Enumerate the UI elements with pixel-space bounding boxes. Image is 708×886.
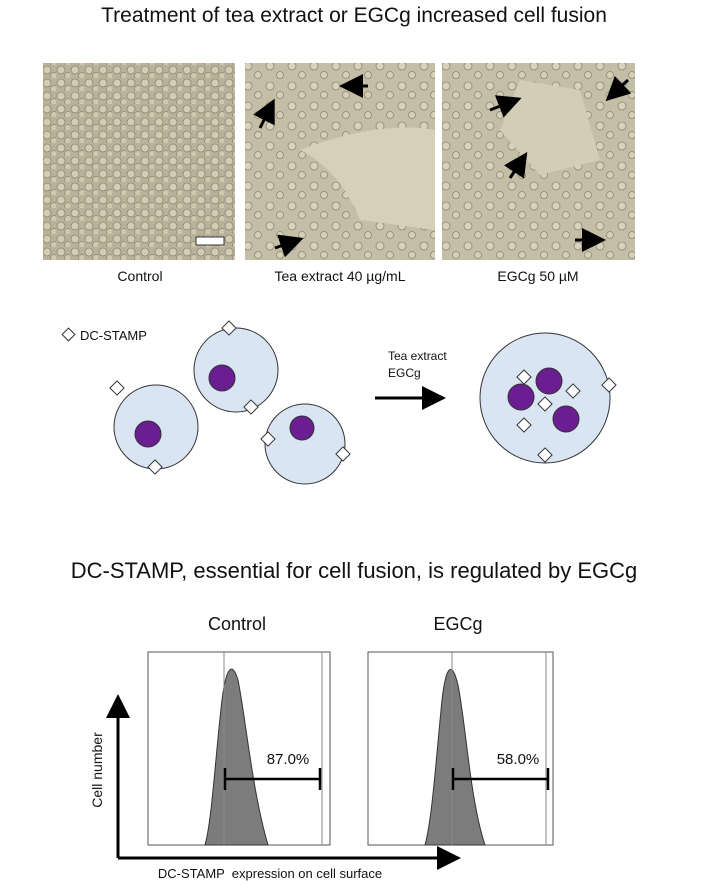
image-label: Tea extract 40 µg/mL [274, 268, 405, 284]
section-title: Treatment of tea extract or EGCg increas… [101, 4, 607, 27]
dc-stamp-markers [109, 320, 617, 475]
image-label: Control [117, 268, 162, 284]
legend-diamond [61, 327, 76, 342]
section-title: DC-STAMP, essential for cell fusion, is … [71, 558, 638, 583]
legend-label: DC-STAMP [80, 328, 147, 343]
gate [451, 768, 550, 790]
y-axis-label: Cell number [89, 732, 105, 808]
arrow-label: EGCg [388, 366, 421, 380]
gate-label: 58.0% [497, 751, 540, 768]
cells [113, 327, 611, 485]
gate-label: 87.0% [267, 751, 310, 768]
arrows [253, 74, 632, 258]
panel-title: Control [208, 614, 266, 634]
fused-area [500, 80, 600, 175]
gate [223, 768, 322, 790]
panel-title: EGCg [433, 614, 482, 634]
scale-bar [195, 236, 225, 246]
arrow-label: Tea extract [388, 349, 447, 363]
x-axis-label: DC-STAMP expression on cell surface [158, 866, 382, 881]
fused-area [300, 127, 435, 230]
micrograph [43, 63, 235, 260]
image-label: EGCg 50 µM [497, 268, 578, 284]
histogram [424, 668, 486, 846]
